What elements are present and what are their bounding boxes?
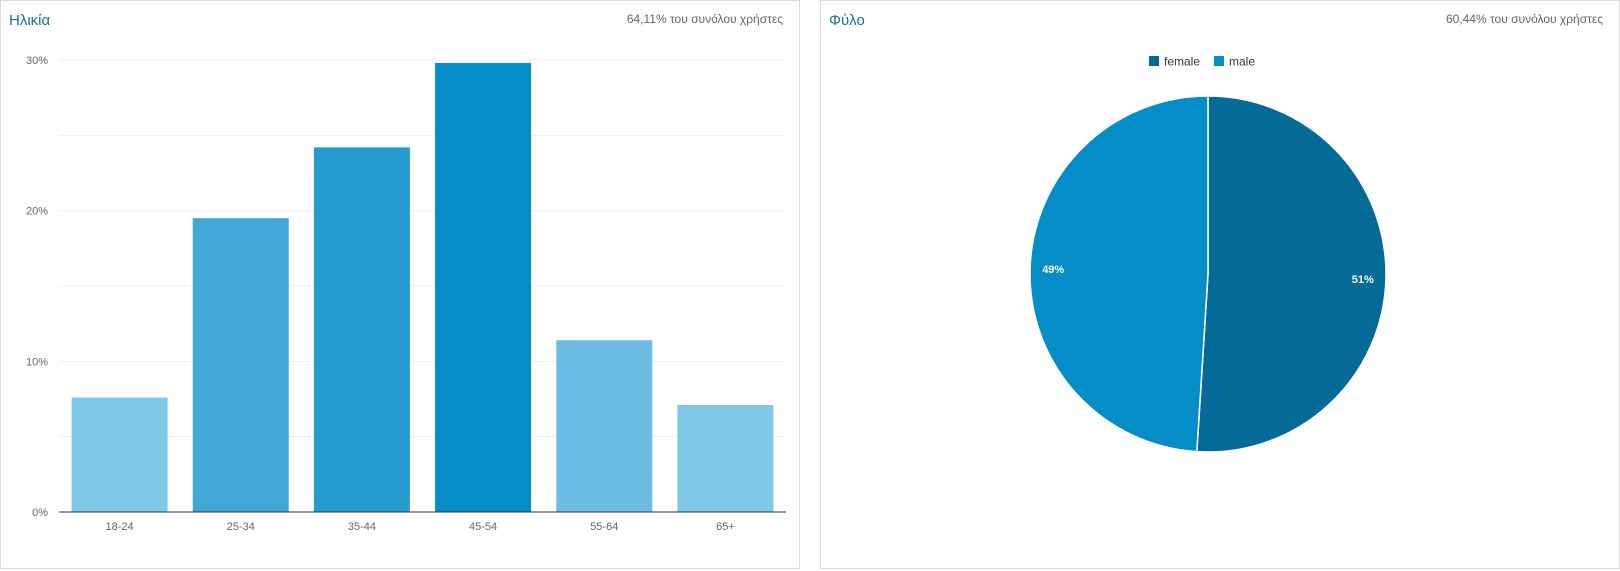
x-tick-label: 25-34 (227, 521, 255, 533)
y-tick-label: 30% (26, 55, 48, 67)
legend-label-male: male (1229, 55, 1255, 69)
y-tick-label: 0% (32, 507, 48, 519)
x-tick-label: 35-44 (348, 521, 376, 533)
gender-pie-chart: female male 51% 49% (1029, 55, 1387, 453)
legend-swatch-female (1149, 56, 1159, 66)
legend-swatch-male (1214, 56, 1224, 66)
y-tick-label: 20% (26, 206, 48, 218)
gender-panel: Φύλο 60,44% του συνόλου χρήστες female ma… (820, 0, 1620, 569)
age-bar-chart: 0% 10% 20% 30% 18-24 25-34 35-44 45-54 55-64 65+ (26, 55, 786, 533)
age-panel-note: 64,11% του συνόλου χρήστες (626, 12, 783, 26)
x-tick-label: 45-54 (469, 521, 497, 533)
y-tick-label: 10% (26, 356, 48, 368)
pie-slice-female (1196, 95, 1387, 453)
gender-panel-note: 60,44% του συνόλου χρήστες (1445, 12, 1603, 26)
x-tick-label: 65+ (716, 521, 735, 533)
pie-slice-label-female: 51% (1352, 274, 1374, 286)
gender-panel-title: Φύλο (829, 12, 865, 29)
bar-45-54 (435, 63, 532, 512)
age-panel: Ηλικία 64,11% του συνόλου χρήστες 0% 10% 2… (0, 0, 800, 569)
pie-slice-label-male: 49% (1042, 264, 1064, 276)
x-tick-label: 18-24 (106, 521, 134, 533)
bar-35-44 (313, 147, 410, 513)
bar-25-34 (192, 218, 289, 512)
bar-18-24 (71, 397, 168, 512)
bar-55-64 (556, 340, 653, 512)
age-panel-title: Ηλικία (9, 12, 51, 29)
legend-label-female: female (1164, 55, 1200, 69)
pie-slice-male (1029, 95, 1209, 453)
bar-65+ (677, 405, 774, 512)
x-tick-label: 55-64 (590, 521, 618, 533)
